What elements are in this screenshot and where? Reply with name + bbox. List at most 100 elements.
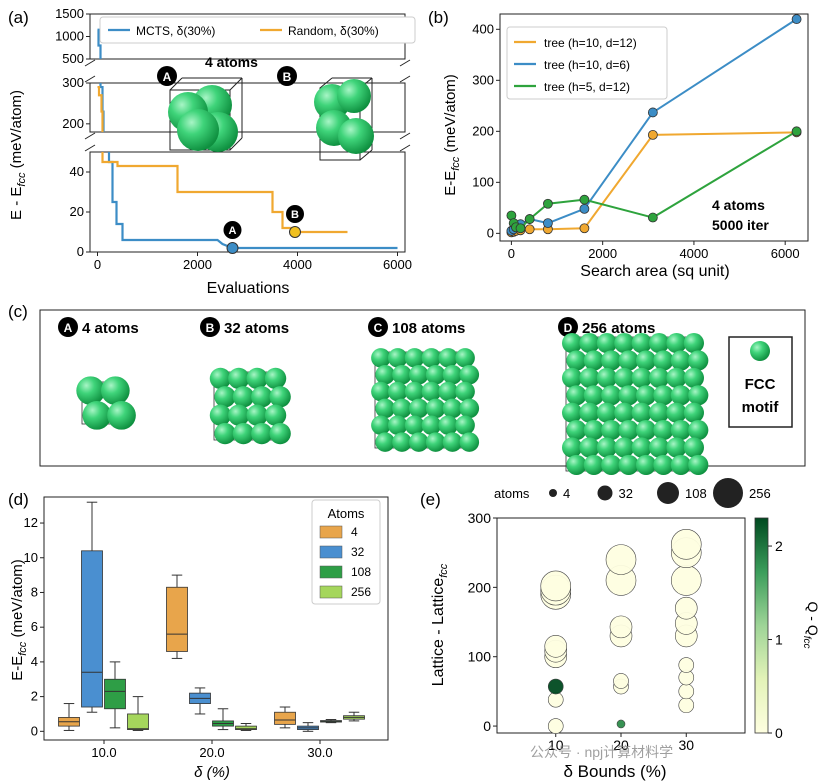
marker-letter-B: B [291,209,299,221]
data-point [543,198,553,209]
box-4 [166,586,188,652]
box-32 [81,550,103,708]
atom-sphere [566,454,587,476]
atom-sphere [459,364,480,385]
y-tick-label: 40 [70,164,84,179]
panel-b-label: (b) [428,8,449,27]
atom-sphere [631,402,652,423]
legend-swatch-4 [319,525,343,539]
atom-sphere [596,332,617,354]
atom-sphere [601,454,622,476]
atom-sphere [688,350,709,371]
atom-sphere [421,348,442,368]
bubble-point [540,570,572,602]
break-mark [399,59,411,67]
legend-b-1: tree (h=10, d=6) [544,58,630,72]
panel-b-annotation-2: 5000 iter [712,217,769,233]
atom-sphere [269,386,291,408]
data-point [647,212,658,223]
atom-sphere [653,350,674,371]
panel-b-xlabel: Search area (sq unit) [580,263,729,280]
break-mark [399,132,411,140]
atom-sphere [371,381,391,402]
atom-sphere [392,432,412,452]
bubble-point [613,673,629,689]
atom-sphere [455,381,475,402]
atom-sphere [596,367,617,388]
size-legend-marker [657,482,679,504]
x-tick-label: 0 [94,257,101,272]
data-point [579,223,590,234]
atom-sphere [214,386,236,408]
panel-b-ylabel: E-Efcc (meV/atom) [442,74,462,196]
panel-c-label: (c) [8,302,28,321]
atom-sphere [375,398,395,419]
series-line-1 [98,68,348,81]
atom-sphere [232,386,255,408]
legend-label-4: 4 [351,525,358,539]
atom-sphere [455,415,475,436]
axis-frame [499,13,809,242]
atom-sphere [635,420,657,441]
size-legend-marker [549,489,557,497]
y-tick-label: 400 [472,21,494,36]
panel-a-annotation: 4 atoms [205,54,258,70]
x-tick-label: 10 [548,737,564,753]
atom-sphere [666,402,687,423]
bubble-point [670,565,702,596]
x-tick-label: 4000 [283,257,312,272]
atom-sphere [228,367,250,390]
legend-label-256: 256 [351,585,371,599]
size-legend-label: 32 [619,486,633,501]
y-tick-label: 200 [62,116,84,131]
cluster-badge-C [368,317,388,337]
box-256 [127,713,149,730]
atom-sphere [618,454,639,476]
bubble-point [609,615,633,639]
atom-sphere [635,385,657,406]
atom-sphere [438,348,459,368]
atom-sphere [371,348,391,368]
atom-sphere [246,404,268,426]
atom-sphere [101,376,130,405]
atom-sphere [618,420,639,441]
atom-sphere [375,364,395,385]
atom-sphere [209,404,232,426]
atom-sphere [653,385,674,406]
y-tick-label: 300 [62,75,84,90]
bubble-point [678,683,695,700]
bubble-point [605,544,637,575]
atom-sphere [683,437,705,458]
colorbar-tick-label: 1 [775,632,783,648]
y-tick-label: 500 [62,51,84,66]
break-mark [84,75,96,83]
atom-sphere [596,437,617,458]
marker-badge-A [223,221,242,239]
atom-sphere [421,415,442,436]
x-tick-label: 4000 [679,246,708,261]
y-tick-label: 2 [31,689,38,704]
bubble-point [547,678,564,695]
y-tick-label: 0 [31,723,38,738]
atom-sphere [387,415,408,436]
atom-sphere [404,415,425,436]
y-tick-label: 200 [472,123,494,138]
fcc-motif-label-1: FCC [745,376,776,393]
atom-sphere [455,348,475,368]
atom-sphere [107,401,136,430]
atom-sphere [371,415,391,436]
y-tick-label: 0 [487,225,494,240]
atom-sphere [688,420,709,441]
cluster-letter-C: C [374,321,383,335]
panel-a-label: (a) [8,8,29,27]
size-legend-label: 256 [749,486,771,501]
inset-letter-a: A [163,70,172,84]
break-mark [84,132,96,140]
point-marker-A [226,242,239,254]
fcc-motif-label-2: motif [742,399,780,416]
atom-sphere [561,367,583,388]
colorbar-tick-label: 0 [775,725,783,741]
atom-sphere [631,367,652,388]
